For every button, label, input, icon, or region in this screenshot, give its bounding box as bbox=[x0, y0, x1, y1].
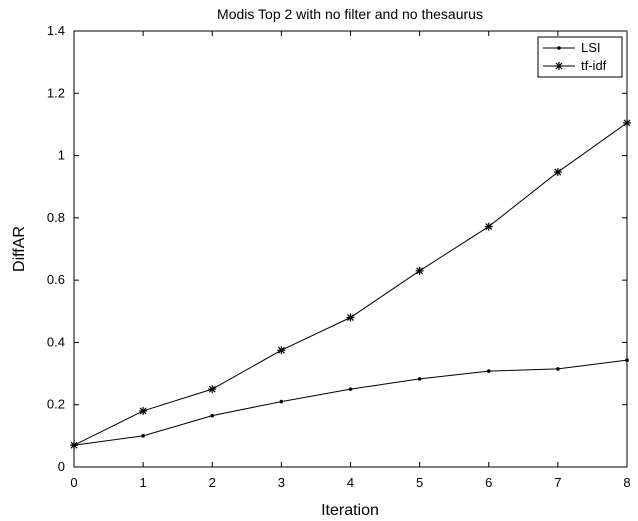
y-tick-label: 0.2 bbox=[47, 397, 65, 412]
legend-item-lsi: LSI bbox=[543, 40, 601, 55]
data-point-tf-idf bbox=[70, 441, 78, 450]
data-point-lsi bbox=[210, 413, 215, 418]
y-tick-label: 0.4 bbox=[47, 334, 65, 349]
data-point-lsi bbox=[625, 358, 629, 362]
y-tick-label: 0 bbox=[58, 459, 65, 474]
chart-title: Modis Top 2 with no filter and no thesau… bbox=[217, 6, 483, 22]
y-tick-label: 0.8 bbox=[47, 210, 65, 225]
data-point-tf-idf bbox=[277, 346, 286, 355]
x-axis: 0 1 2 3 4 5 6 7 8 bbox=[70, 31, 631, 490]
plot-area bbox=[73, 30, 628, 468]
x-tick-label: 0 bbox=[70, 475, 77, 490]
x-tick-label: 1 bbox=[140, 475, 147, 490]
series-lsi bbox=[72, 358, 629, 448]
y-axis: 0 0.2 0.4 0.6 0.8 1 1.2 1.4 bbox=[47, 23, 627, 474]
x-tick-label: 6 bbox=[485, 475, 492, 490]
y-tick-label: 0.6 bbox=[47, 272, 65, 287]
data-point-lsi bbox=[279, 399, 284, 404]
legend: LSI tf-idf bbox=[537, 36, 623, 78]
series-tf-idf bbox=[70, 118, 631, 450]
data-point-tf-idf bbox=[346, 313, 355, 322]
data-point-tf-idf bbox=[139, 406, 148, 415]
data-point-tf-idf bbox=[553, 168, 562, 177]
data-point-lsi bbox=[417, 377, 422, 381]
legend-label: LSI bbox=[581, 40, 601, 55]
x-tick-label: 5 bbox=[416, 475, 423, 490]
data-point-lsi bbox=[556, 367, 560, 371]
legend-item-tf-idf: tf-idf bbox=[543, 58, 607, 73]
y-tick-label: 1.4 bbox=[47, 23, 65, 38]
series-layer bbox=[70, 118, 631, 450]
series-line-tf-idf bbox=[73, 122, 628, 446]
x-tick-label: 7 bbox=[554, 475, 561, 490]
x-tick-label: 2 bbox=[209, 475, 216, 490]
legend-marker bbox=[557, 46, 561, 50]
data-point-tf-idf bbox=[415, 266, 424, 275]
data-point-lsi bbox=[348, 387, 353, 391]
x-tick-label: 8 bbox=[623, 475, 630, 490]
x-axis-label: Iteration bbox=[321, 502, 379, 519]
x-tick-label: 3 bbox=[278, 475, 285, 490]
legend-box bbox=[537, 36, 623, 78]
data-point-lsi bbox=[486, 369, 491, 373]
series-line-lsi bbox=[73, 359, 628, 446]
legend-marker bbox=[555, 62, 563, 70]
legend-label: tf-idf bbox=[581, 58, 607, 73]
y-tick-label: 1 bbox=[58, 148, 65, 163]
x-tick-label: 4 bbox=[347, 475, 354, 490]
data-point-lsi bbox=[141, 434, 145, 438]
data-point-tf-idf bbox=[623, 118, 631, 127]
y-tick-label: 1.2 bbox=[47, 85, 65, 100]
data-point-tf-idf bbox=[484, 222, 493, 231]
data-point-tf-idf bbox=[208, 385, 217, 394]
y-axis-label: DiffAR bbox=[11, 226, 28, 272]
